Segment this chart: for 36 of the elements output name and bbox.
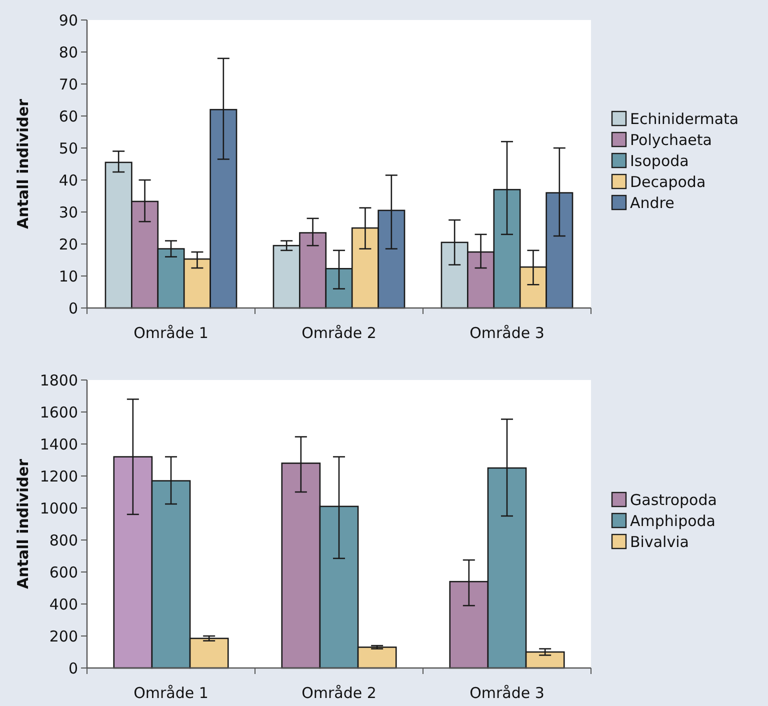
legend-label: Isopoda — [630, 152, 689, 170]
y-tick-label: 1600 — [40, 403, 78, 422]
y-tick-label: 10 — [58, 267, 78, 286]
legend-label: Decapoda — [630, 172, 706, 191]
y-tick-label: 40 — [58, 171, 78, 190]
y-axis-title: Antall individer — [14, 458, 32, 590]
y-tick-label: 60 — [58, 107, 78, 126]
x-tick-label: Område 2 — [302, 684, 376, 702]
y-tick-label: 80 — [58, 43, 78, 62]
y-tick-label: 0 — [68, 659, 78, 678]
legend-label: Gastropoda — [630, 490, 717, 509]
y-tick-label: 70 — [58, 75, 78, 94]
y-tick-label: 1400 — [40, 435, 78, 454]
x-tick-label: Område 3 — [470, 684, 544, 702]
legend-label: Amphipoda — [630, 512, 716, 530]
x-tick-label: Område 2 — [302, 324, 376, 342]
y-tick-label: 90 — [58, 11, 78, 30]
y-tick-label: 20 — [58, 235, 78, 254]
x-tick-label: Område 3 — [470, 324, 544, 342]
y-tick-label: 200 — [49, 627, 78, 646]
y-tick-label: 0 — [68, 299, 78, 318]
legend-label: Bivalvia — [630, 532, 689, 551]
y-tick-label: 50 — [58, 139, 78, 158]
y-axis-title: Antall individer — [14, 98, 32, 230]
y-tick-label: 600 — [49, 563, 78, 582]
y-tick-label: 400 — [49, 595, 78, 614]
legend-label: Polychaeta — [630, 130, 712, 149]
x-tick-label: Område 1 — [134, 324, 208, 342]
legend-label: Andre — [630, 194, 674, 212]
x-tick-label: Område 1 — [134, 684, 208, 702]
y-tick-label: 30 — [58, 203, 78, 222]
y-tick-label: 1800 — [40, 371, 78, 390]
y-tick-label: 1200 — [40, 467, 78, 486]
y-tick-label: 1000 — [40, 499, 78, 518]
legend-label: Echinidermata — [630, 110, 739, 128]
y-tick-label: 800 — [49, 531, 78, 550]
